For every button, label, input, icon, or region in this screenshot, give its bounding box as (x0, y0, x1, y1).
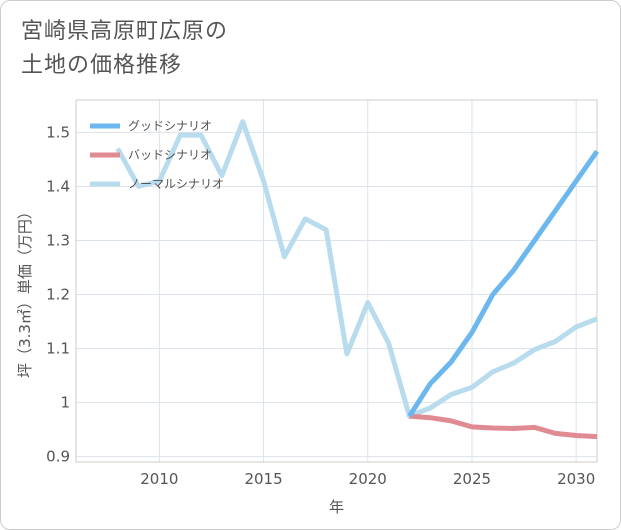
legend-label: バッドシナリオ (128, 148, 212, 162)
y-tick-label: 1.4 (46, 177, 70, 195)
y-tick-label: 1.1 (46, 340, 70, 358)
chart-title-line2: 土地の価格推移 (21, 53, 183, 78)
legend-label: グッドシナリオ (128, 119, 212, 133)
x-tick-label: 2010 (140, 470, 178, 488)
series-line-2 (115, 119, 598, 419)
y-tick-label: 1.3 (46, 231, 70, 249)
x-tick-label: 2015 (244, 470, 282, 488)
y-tick-labels: 0.9 1 1.1 1.2 1.3 1.4 1.5 (46, 123, 70, 465)
y-tick-label: 1.2 (46, 286, 70, 304)
chart-title: 宮崎県高原町広原の 土地の価格推移 (21, 15, 321, 83)
x-axis-label: 年 (329, 498, 344, 516)
x-tick-label: 2030 (557, 470, 595, 488)
chart-title-line1: 宮崎県高原町広原の (21, 19, 229, 44)
plot-area (75, 99, 598, 463)
x-tick-label: 2020 (349, 470, 387, 488)
y-tick-label: 1 (60, 394, 70, 412)
series-group (115, 119, 600, 440)
legend-label: ノーマルシナリオ (128, 177, 224, 191)
y-tick-label: 0.9 (46, 448, 70, 466)
x-tick-label: 2025 (453, 470, 491, 488)
x-tick-labels: 2010 2015 2020 2025 2030 (140, 470, 595, 488)
series-line-1 (409, 413, 598, 440)
y-axis-label: 坪（3.3㎡）単価（万円） (16, 204, 34, 378)
grid-lines (76, 100, 597, 462)
series-line-0 (407, 149, 600, 418)
y-tick-label: 1.5 (46, 123, 70, 141)
